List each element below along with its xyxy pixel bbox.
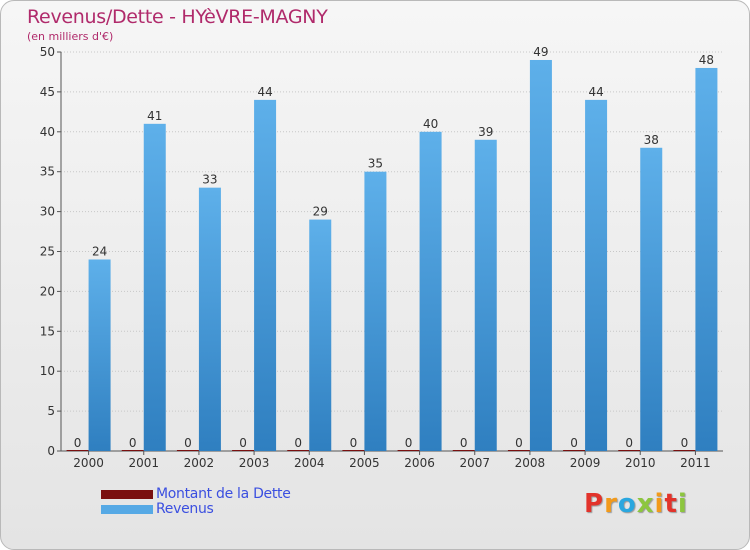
x-tick-label: 2002	[184, 456, 215, 470]
debt-bar	[452, 450, 475, 451]
legend-swatch-revenue	[101, 505, 153, 514]
debt-value-label: 0	[129, 436, 137, 450]
revenue-bar	[474, 139, 497, 451]
x-tick-label: 2001	[128, 456, 159, 470]
revenue-bar	[309, 219, 332, 451]
chart-subtitle: (en milliers d'€)	[27, 30, 114, 43]
revenue-bar	[364, 171, 387, 451]
debt-bar	[176, 450, 199, 451]
revenue-bar	[88, 259, 111, 451]
logo-letter: i	[654, 489, 665, 519]
debt-value-label: 0	[294, 436, 302, 450]
logo-letter: i	[677, 489, 688, 519]
revenue-value-label: 38	[644, 133, 659, 147]
y-tick-label: 15	[40, 324, 55, 338]
x-tick-label: 2008	[515, 456, 546, 470]
debt-bar	[66, 450, 89, 451]
y-tick-label: 25	[40, 245, 55, 259]
x-tick-label: 2004	[294, 456, 325, 470]
x-tick-label: 2006	[404, 456, 435, 470]
revenue-value-label: 29	[313, 205, 328, 219]
revenue-value-label: 40	[423, 117, 438, 131]
y-tick-label: 0	[47, 444, 55, 458]
revenue-bar	[143, 123, 166, 451]
debt-value-label: 0	[681, 436, 689, 450]
revenue-bar	[529, 59, 552, 451]
y-tick-label: 45	[40, 85, 55, 99]
debt-bar	[397, 450, 420, 451]
debt-value-label: 0	[570, 436, 578, 450]
debt-value-label: 0	[625, 436, 633, 450]
x-tick-label: 2009	[570, 456, 601, 470]
x-tick-label: 2011	[680, 456, 711, 470]
debt-bar	[673, 450, 696, 451]
debt-bar	[618, 450, 641, 451]
x-tick-label: 2007	[459, 456, 490, 470]
revenue-value-label: 39	[478, 125, 493, 139]
revenue-bar	[695, 67, 718, 452]
y-tick-label: 35	[40, 165, 55, 179]
revenue-value-label: 44	[588, 85, 603, 99]
revenue-value-label: 44	[257, 85, 272, 99]
legend-swatch-debt	[101, 490, 153, 499]
revenue-bar	[585, 99, 608, 451]
revenue-bar	[254, 99, 277, 451]
revenue-bar	[419, 131, 442, 452]
debt-bar	[563, 450, 586, 451]
y-tick-label: 10	[40, 364, 55, 378]
debt-value-label: 0	[74, 436, 82, 450]
debt-bar	[121, 450, 144, 451]
x-tick-label: 2005	[349, 456, 380, 470]
revenue-bar	[198, 187, 221, 451]
debt-bar	[507, 450, 530, 451]
y-tick-label: 20	[40, 284, 55, 298]
revenue-value-label: 33	[202, 173, 217, 187]
debt-value-label: 0	[405, 436, 413, 450]
debt-bar	[232, 450, 255, 451]
logo-letter: o	[617, 489, 637, 519]
y-tick-label: 30	[40, 205, 55, 219]
logo-letter: P	[584, 489, 605, 519]
debt-bar	[342, 450, 365, 451]
debt-value-label: 0	[184, 436, 192, 450]
logo-letter: r	[604, 489, 618, 519]
y-tick-label: 50	[40, 45, 55, 59]
logo-letter: x	[636, 489, 655, 519]
x-tick-label: 2003	[239, 456, 270, 470]
debt-bar	[287, 450, 310, 451]
x-tick-label: 2000	[73, 456, 104, 470]
revenue-bar	[640, 147, 663, 451]
chart-title: Revenus/Dette - HYèVRE-MAGNY	[27, 6, 328, 28]
revenue-value-label: 49	[533, 45, 548, 59]
y-tick-label: 5	[47, 404, 55, 418]
debt-value-label: 0	[239, 436, 247, 450]
debt-value-label: 0	[350, 436, 358, 450]
revenue-value-label: 24	[92, 244, 107, 258]
revenue-value-label: 48	[699, 53, 714, 67]
y-tick-label: 40	[40, 125, 55, 139]
logo-letter: t	[664, 489, 678, 519]
debt-value-label: 0	[515, 436, 523, 450]
x-tick-label: 2010	[625, 456, 656, 470]
legend-label-revenue: Revenus	[156, 501, 214, 517]
revenue-value-label: 41	[147, 109, 162, 123]
legend-label-debt: Montant de la Dette	[156, 486, 291, 502]
debt-value-label: 0	[460, 436, 468, 450]
revenue-value-label: 35	[368, 157, 383, 171]
proxiti-logo: Proxiti	[584, 489, 688, 519]
